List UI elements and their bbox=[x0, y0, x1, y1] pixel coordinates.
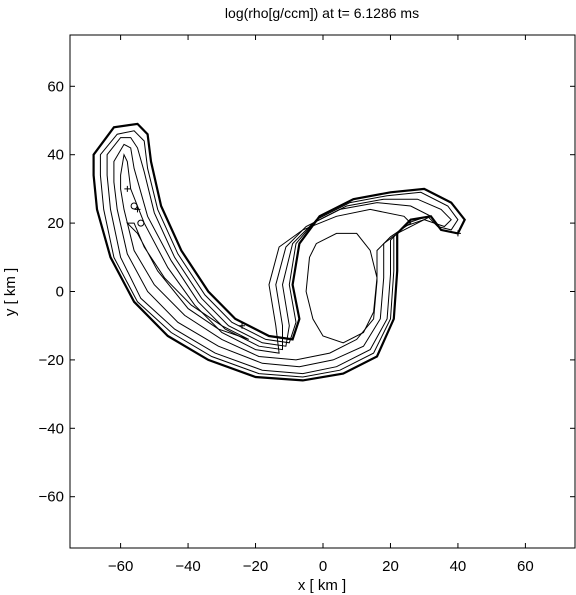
x-tick-label: 60 bbox=[517, 558, 534, 575]
marker-plus bbox=[454, 230, 461, 237]
x-tick-label: −40 bbox=[175, 558, 200, 575]
x-tick-label: 40 bbox=[450, 558, 467, 575]
contour-line bbox=[120, 153, 412, 361]
x-tick-label: −60 bbox=[108, 558, 133, 575]
chart-title: log(rho[g/ccm]) at t= 6.1286 ms bbox=[225, 5, 419, 21]
y-tick-label: 0 bbox=[56, 284, 64, 301]
y-axis-label: y [ km ] bbox=[2, 268, 19, 316]
y-tick-label: −60 bbox=[39, 489, 64, 506]
marker-circle bbox=[137, 219, 145, 227]
contour-layer bbox=[92, 122, 466, 382]
marker-plus bbox=[134, 206, 141, 213]
x-tick-label: 0 bbox=[319, 558, 327, 575]
contour-line bbox=[106, 137, 452, 375]
marker-layer bbox=[124, 185, 461, 329]
x-tick-label: −20 bbox=[243, 558, 268, 575]
y-tick-label: 20 bbox=[47, 215, 64, 232]
x-tick-label: 20 bbox=[382, 558, 399, 575]
y-ticks: 60 40 20 0 −20 −40 −60 bbox=[39, 78, 575, 506]
y-tick-label: 60 bbox=[47, 78, 64, 95]
x-axis-label: x [ km ] bbox=[298, 577, 346, 594]
marker-plus bbox=[239, 322, 246, 329]
contour-line bbox=[113, 143, 433, 368]
y-tick-label: −40 bbox=[39, 420, 64, 437]
contour-line bbox=[126, 222, 250, 340]
marker-circle bbox=[130, 202, 138, 210]
x-ticks: −60 −40 −20 0 20 40 60 bbox=[108, 35, 534, 575]
contour-line bbox=[92, 122, 466, 382]
plot-area: −60 −40 −20 0 20 40 60 60 40 20 0 −20 −40 −60 bbox=[39, 34, 576, 575]
y-tick-label: −20 bbox=[39, 352, 64, 369]
contour-line bbox=[99, 130, 459, 378]
marker-plus bbox=[124, 185, 131, 192]
y-tick-label: 40 bbox=[47, 147, 64, 164]
contour-line bbox=[305, 232, 378, 344]
